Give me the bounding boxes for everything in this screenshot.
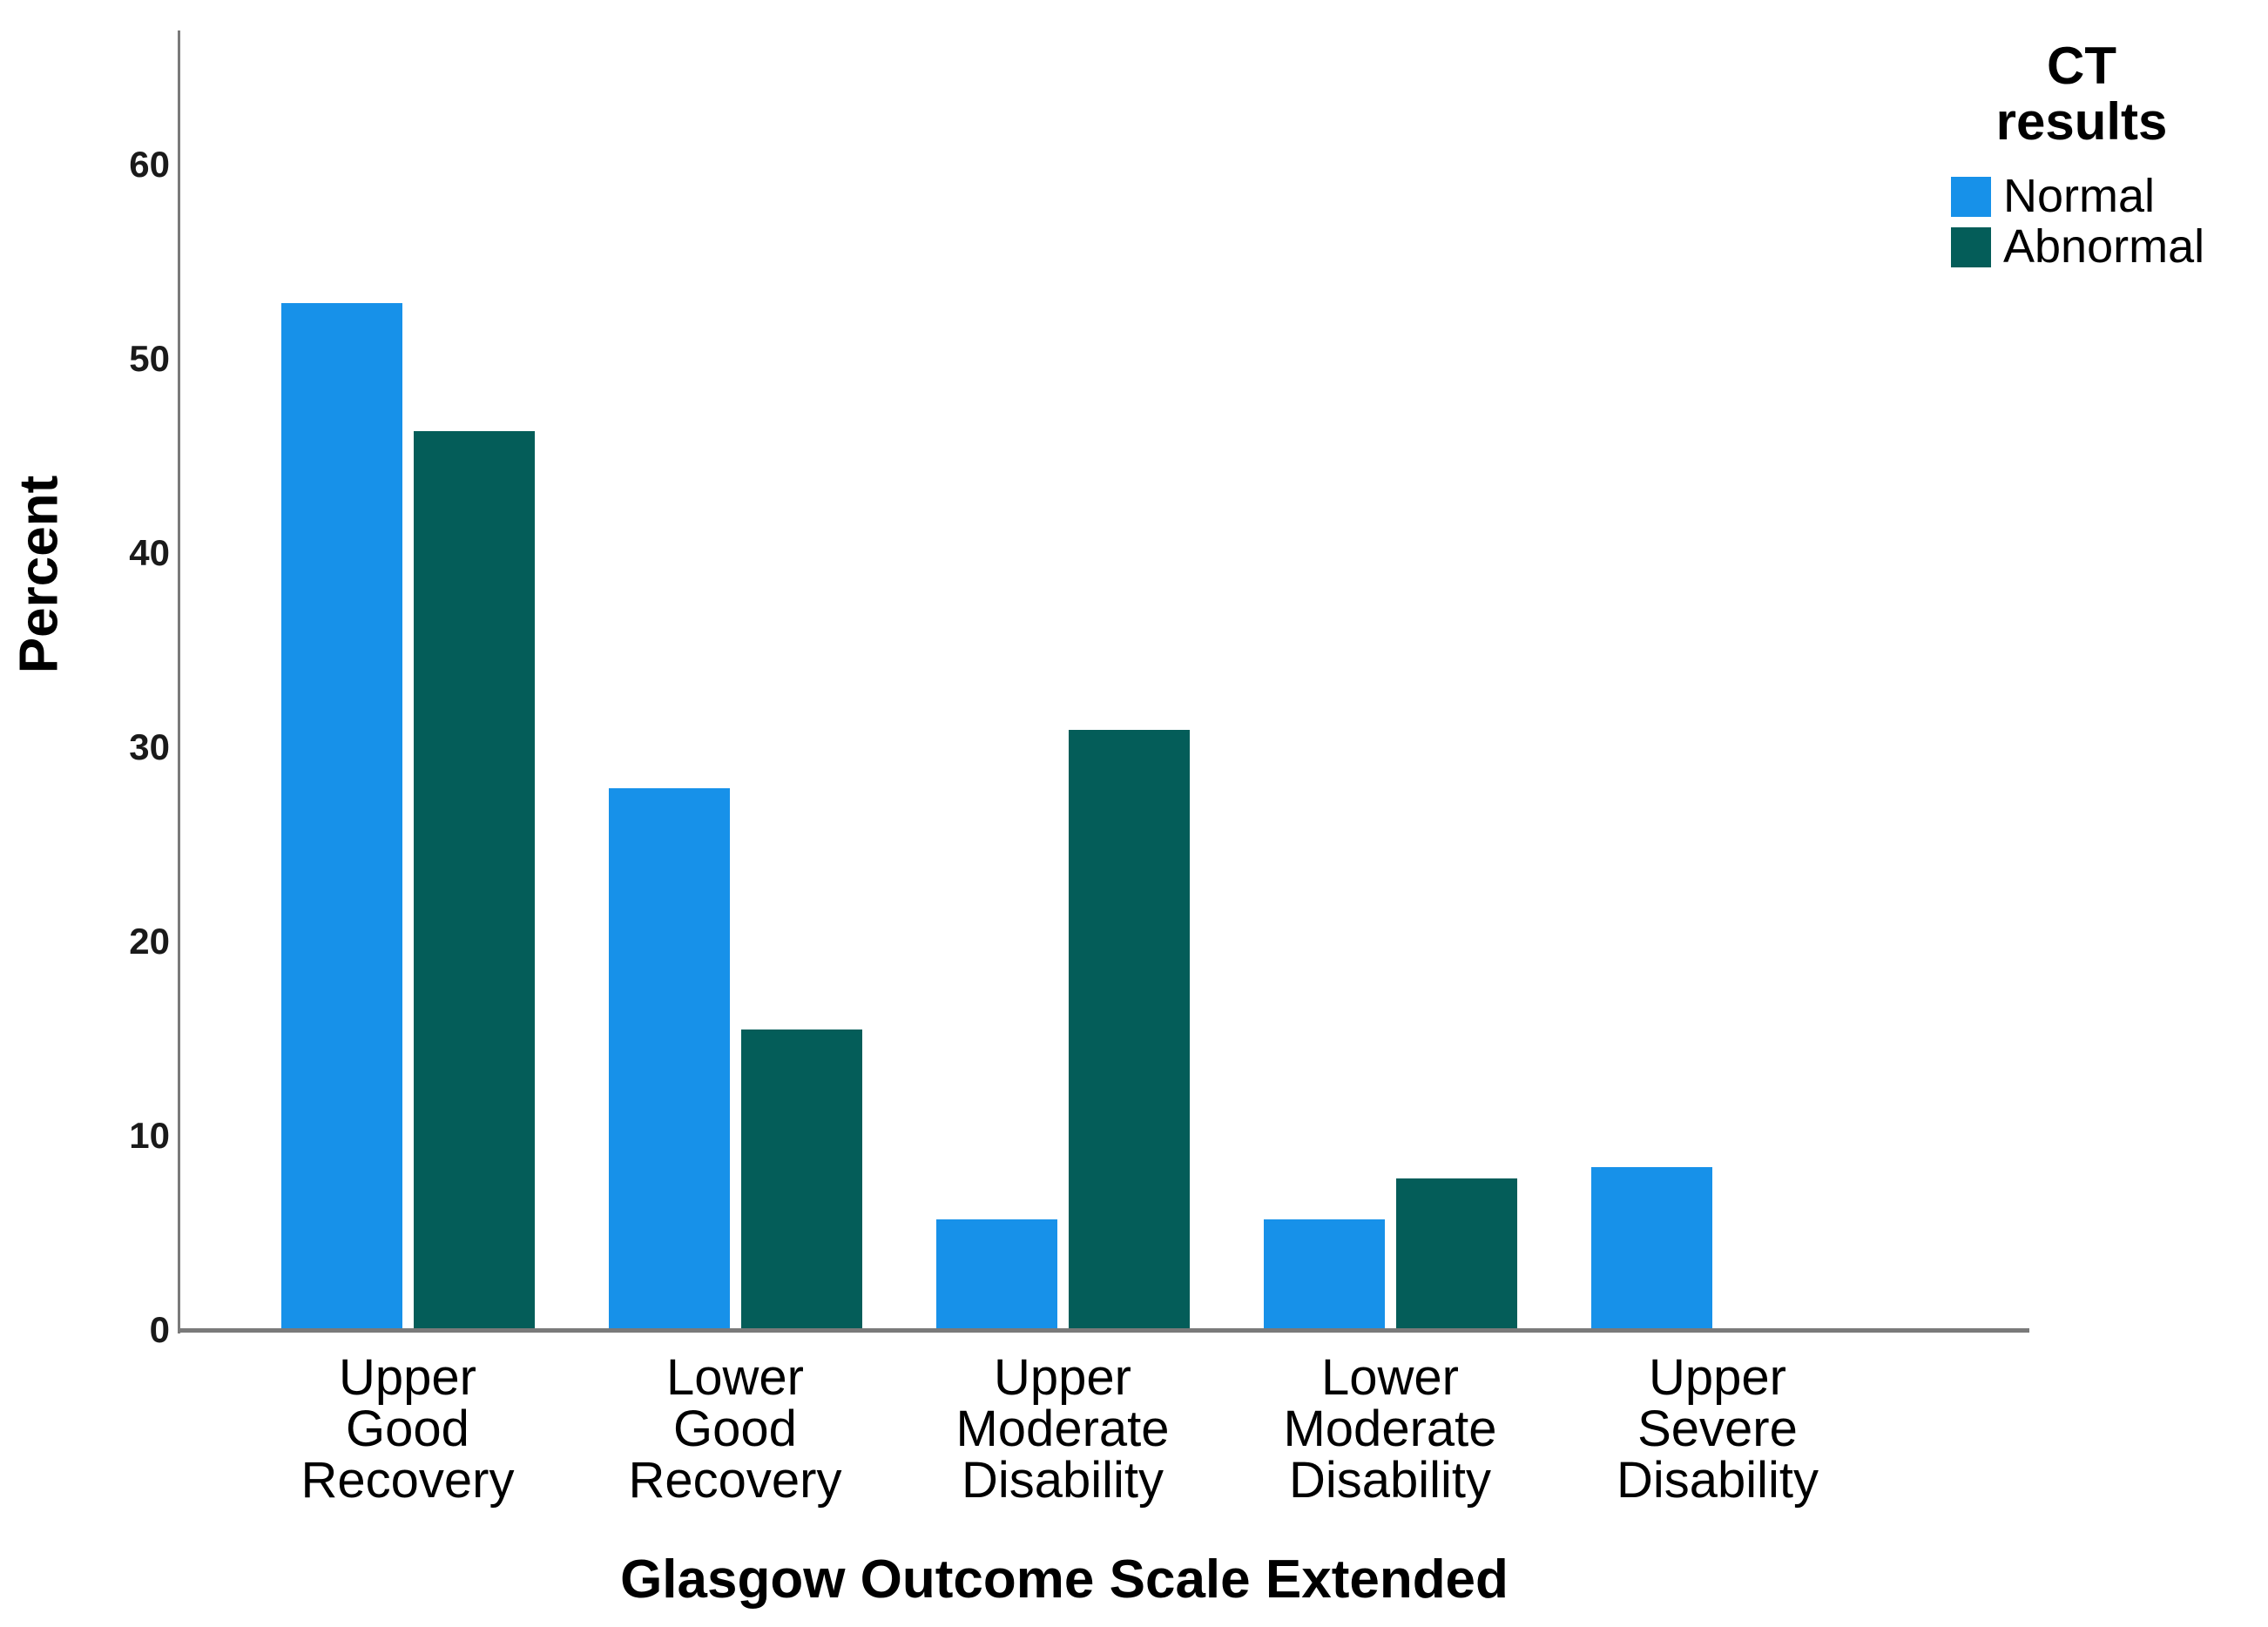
y-tick-60: 60 bbox=[129, 144, 170, 185]
x-category-label-2: Lower Good Recovery bbox=[628, 1349, 842, 1509]
legend: CT results Normal Abnormal bbox=[1951, 38, 2212, 277]
abnormal-color-swatch bbox=[1951, 226, 1991, 267]
x-category-label-3: Upper Moderate Disability bbox=[955, 1349, 1170, 1509]
plot-area bbox=[178, 30, 2029, 1333]
y-tick-50: 50 bbox=[129, 338, 170, 379]
y-axis-title: Percent bbox=[9, 475, 70, 674]
x-category-label-4: Lower Moderate Disability bbox=[1283, 1349, 1497, 1509]
legend-title: CT results bbox=[1995, 37, 2168, 151]
y-tick-20: 20 bbox=[129, 921, 170, 962]
bar-normal-cat4 bbox=[1263, 1219, 1385, 1328]
bar-abnormal-cat1 bbox=[413, 431, 535, 1328]
bar-abnormal-cat4 bbox=[1395, 1178, 1517, 1328]
legend-item-abnormal: Abnormal bbox=[1951, 220, 2212, 273]
y-tick-40: 40 bbox=[129, 532, 170, 573]
x-category-label-5: Upper Severe Disability bbox=[1616, 1349, 1819, 1509]
bar-normal-cat3 bbox=[935, 1219, 1057, 1328]
legend-label-normal: Normal bbox=[2003, 170, 2156, 222]
y-tick-10: 10 bbox=[129, 1115, 170, 1156]
legend-label-abnormal: Abnormal bbox=[2003, 220, 2205, 273]
bar-normal-cat5 bbox=[1590, 1167, 1712, 1328]
y-tick-0: 0 bbox=[149, 1309, 170, 1350]
y-axis-line bbox=[178, 30, 180, 1333]
x-category-label-1: Upper Good Recovery bbox=[300, 1349, 515, 1509]
bar-normal-cat1 bbox=[280, 303, 402, 1328]
bar-abnormal-cat2 bbox=[740, 1030, 862, 1328]
x-axis-title: Glasgow Outcome Scale Extended bbox=[620, 1549, 1509, 1610]
x-axis-line bbox=[178, 1328, 2029, 1333]
bar-abnormal-cat3 bbox=[1068, 730, 1190, 1328]
legend-item-normal: Normal bbox=[1951, 170, 2212, 222]
y-tick-30: 30 bbox=[129, 726, 170, 767]
normal-color-swatch bbox=[1951, 176, 1991, 217]
bar-normal-cat2 bbox=[608, 788, 730, 1328]
